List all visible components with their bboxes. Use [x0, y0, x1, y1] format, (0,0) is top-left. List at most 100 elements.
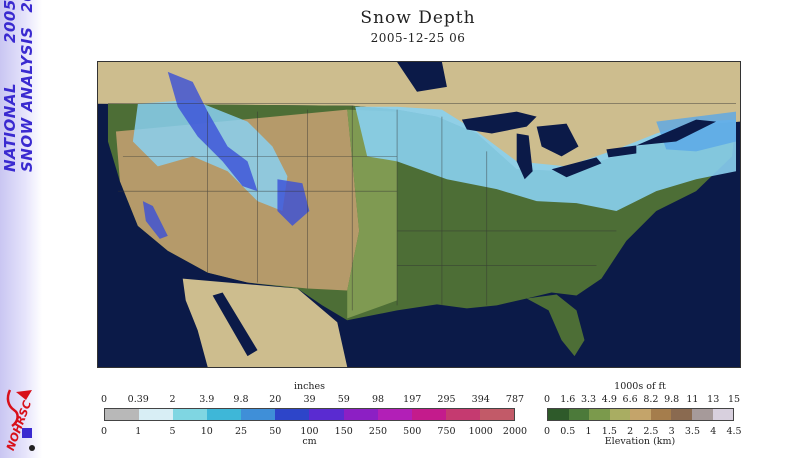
inch-tick-label: 9.8 — [233, 394, 249, 405]
km-tick-label: 0 — [543, 426, 551, 437]
canada-land — [98, 62, 740, 172]
banner-snow-analysis: SNOW ANALYSIS — [18, 26, 36, 172]
ft-tick-label: 0 — [543, 394, 551, 405]
ft-tick-label: 11 — [686, 394, 699, 405]
inch-tick-label: 295 — [437, 394, 456, 405]
cm-tick-label: 1000 — [468, 426, 493, 437]
km-tick-label: 2 — [627, 426, 634, 437]
km-tick-label: 0.5 — [560, 426, 576, 437]
elevation-swatch — [568, 409, 590, 420]
km-tick-label: 1 — [585, 426, 592, 437]
km-tick-label: 3 — [668, 426, 675, 437]
km-tick-label: 4 — [710, 426, 717, 437]
elevation-swatch — [630, 409, 651, 420]
km-tick-label: 3.5 — [684, 426, 700, 437]
deep-snow-sierra — [142, 201, 168, 239]
inch-tick-label: 2 — [169, 394, 176, 405]
snow-depth-swatch — [241, 409, 276, 420]
map-datetime: 2005-12-25 06 — [370, 31, 466, 45]
cm-tick-label: 50 — [269, 426, 282, 437]
ft-tick-label: 4.9 — [601, 394, 617, 405]
elevation-swatch — [712, 409, 734, 420]
snow-inch-ticks: 0 0.39 2 3.9 9.8 20 39 59 98 197 295 394 787 — [100, 394, 524, 406]
inch-tick-label: 787 — [505, 394, 525, 405]
snow-depth-colorbar — [104, 408, 515, 421]
snow-depth-swatch — [275, 409, 310, 420]
ft-tick-label: 8.2 — [643, 394, 659, 405]
snow-depth-swatch — [411, 409, 446, 420]
lake-superior — [461, 111, 537, 134]
cm-tick-label: 5 — [169, 426, 176, 437]
snow-depth-swatch — [105, 409, 140, 420]
st-lawrence — [636, 119, 717, 146]
banner-national: NATIONAL — [1, 82, 19, 172]
snow-depth-swatch — [139, 409, 174, 420]
inch-tick-label: 98 — [371, 394, 385, 405]
inch-tick-label: 197 — [403, 394, 422, 405]
cm-tick-label: 250 — [368, 426, 388, 437]
elevation-swatch — [589, 409, 610, 420]
elevation-swatch — [671, 409, 692, 420]
snow-depth-swatch — [479, 409, 514, 420]
cm-tick-label: 10 — [200, 426, 213, 437]
ft-tick-label: 6.6 — [622, 394, 638, 405]
cm-tick-label: 100 — [300, 426, 319, 437]
elevation-legend-top-unit: 1000s of ft — [614, 381, 666, 392]
elevation-km-ticks: 0 0.5 1 1.5 2 2.5 3 3.5 4 4.5 — [543, 426, 742, 438]
inch-tick-label: 0 — [100, 394, 108, 405]
ft-tick-label: 1.6 — [560, 394, 576, 405]
cm-tick-label: 750 — [437, 426, 456, 437]
snow-depth-swatch — [309, 409, 344, 420]
lake-michigan — [516, 133, 533, 180]
snow-depth-swatch — [343, 409, 378, 420]
elevation-swatch — [691, 409, 713, 420]
inch-tick-label: 0.39 — [127, 394, 149, 405]
elevation-legend-bottom-unit: Elevation (km) — [604, 436, 676, 447]
gulf-of-california — [212, 292, 258, 357]
inch-tick-label: 59 — [337, 394, 350, 405]
inch-tick-label: 20 — [269, 394, 282, 405]
snow-north-central — [355, 106, 737, 212]
snow-depth-swatch — [377, 409, 412, 420]
deep-snow-rockies — [167, 71, 258, 192]
snow-depth-map — [97, 61, 741, 368]
inch-tick-label: 3.9 — [199, 394, 215, 405]
ft-tick-label: 15 — [727, 394, 741, 405]
cm-tick-label: 1 — [135, 426, 142, 437]
ft-tick-label: 13 — [707, 394, 720, 405]
cm-tick-label: 150 — [334, 426, 353, 437]
cm-tick-label: 0 — [100, 426, 108, 437]
snow-depth-legend: inches 0 0.39 2 3.9 9.8 20 39 59 98 197 295 394 787 … — [97, 378, 527, 447]
ft-tick-label: 9.8 — [664, 394, 680, 405]
snow-depth-swatch — [445, 409, 480, 420]
elevation-colorbar — [547, 408, 734, 421]
elevation-swatch — [609, 409, 631, 420]
snow-cm-ticks: 0 1 5 10 25 50 100 150 250 500 750 1000 2000 — [100, 426, 527, 438]
florida — [526, 294, 585, 357]
hudson-bay — [397, 62, 447, 92]
nohrsc-logo — [6, 389, 35, 451]
lake-erie — [551, 157, 602, 178]
snow-legend-bottom-unit: cm — [302, 436, 317, 447]
km-tick-label: 1.5 — [601, 426, 617, 437]
cm-tick-label: 500 — [403, 426, 422, 437]
state-borders — [107, 103, 737, 311]
map-title: Snow Depth — [360, 8, 476, 28]
cm-tick-label: 25 — [234, 426, 248, 437]
lake-ontario — [606, 145, 637, 158]
snow-depth-swatch — [207, 409, 242, 420]
km-tick-label: 4.5 — [726, 426, 742, 437]
great-plains — [347, 109, 398, 319]
inch-tick-label: 394 — [471, 394, 490, 405]
km-tick-label: 2.5 — [643, 426, 659, 437]
elevation-ft-ticks: 0 1.6 3.3 4.9 6.6 8.2 9.8 11 13 15 — [543, 394, 740, 406]
inch-tick-label: 39 — [303, 394, 316, 405]
elevation-swatch — [548, 409, 569, 420]
cm-tick-label: 2000 — [502, 426, 528, 437]
lake-huron — [536, 123, 579, 157]
snow-legend-top-unit: inches — [293, 381, 326, 392]
snow-depth-swatch — [173, 409, 208, 420]
ft-tick-label: 3.3 — [580, 394, 597, 405]
